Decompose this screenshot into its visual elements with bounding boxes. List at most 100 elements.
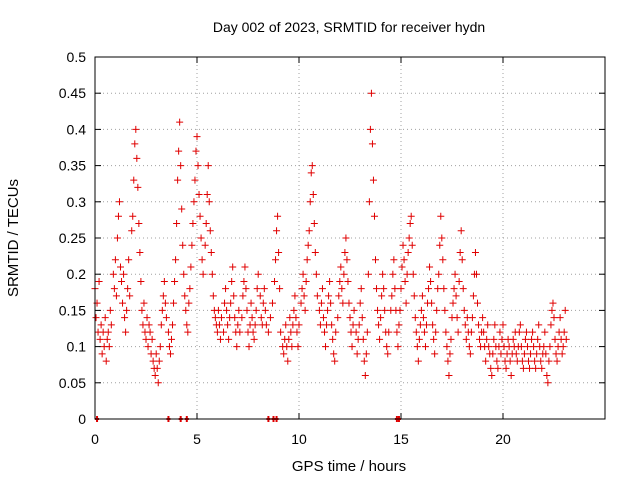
data-point xyxy=(227,299,235,307)
data-point xyxy=(138,306,146,314)
data-point xyxy=(325,292,333,300)
data-point xyxy=(104,328,112,336)
data-point xyxy=(181,292,189,300)
data-point xyxy=(527,350,535,358)
data-point xyxy=(541,328,549,336)
data-point xyxy=(101,314,109,322)
data-point xyxy=(531,357,539,365)
data-point xyxy=(242,285,250,293)
data-point xyxy=(280,350,288,358)
data-point xyxy=(117,263,124,271)
data-point xyxy=(331,357,339,365)
data-point xyxy=(125,256,133,264)
data-point xyxy=(453,314,461,322)
data-point xyxy=(398,263,406,271)
data-point xyxy=(134,183,142,191)
data-point xyxy=(317,299,325,307)
data-point xyxy=(559,343,567,351)
data-point xyxy=(330,350,338,358)
data-point xyxy=(370,212,378,220)
data-point xyxy=(411,314,419,322)
data-point xyxy=(215,321,223,329)
data-point xyxy=(256,292,264,300)
data-point xyxy=(552,350,560,358)
data-point xyxy=(277,328,285,336)
data-point xyxy=(487,364,495,372)
data-point xyxy=(418,292,426,300)
data-point xyxy=(208,270,216,278)
data-point xyxy=(427,277,435,285)
y-tick-label: 0.25 xyxy=(59,230,86,246)
data-point xyxy=(335,292,343,300)
data-point xyxy=(543,372,551,380)
data-point xyxy=(216,335,224,343)
data-point xyxy=(545,357,553,365)
data-point xyxy=(520,350,528,358)
data-point xyxy=(414,357,422,365)
data-point xyxy=(196,212,204,220)
data-point xyxy=(397,285,405,293)
data-point xyxy=(450,285,458,293)
data-point xyxy=(460,306,468,314)
data-point xyxy=(402,299,410,307)
data-point xyxy=(318,285,326,293)
data-point xyxy=(346,314,354,322)
data-point xyxy=(103,335,111,343)
data-point xyxy=(439,256,447,264)
data-point xyxy=(534,335,542,343)
data-point xyxy=(221,299,229,307)
data-point xyxy=(496,328,504,336)
data-point xyxy=(381,306,389,314)
data-point xyxy=(366,125,374,133)
data-point xyxy=(92,314,100,322)
data-point xyxy=(294,343,302,351)
data-point xyxy=(359,335,367,343)
data-point xyxy=(98,350,106,358)
data-point xyxy=(248,314,256,322)
data-point xyxy=(139,321,147,329)
data-point xyxy=(188,241,196,249)
data-point xyxy=(546,343,554,351)
data-point xyxy=(233,343,241,351)
data-point xyxy=(390,256,398,264)
data-point xyxy=(433,306,441,314)
data-point xyxy=(231,314,239,322)
data-point xyxy=(476,335,484,343)
data-point xyxy=(120,270,128,278)
data-point xyxy=(415,335,423,343)
data-point xyxy=(452,292,460,300)
data-point xyxy=(126,292,134,300)
data-point xyxy=(480,328,488,336)
data-point xyxy=(222,285,230,293)
data-point xyxy=(368,140,376,148)
data-point xyxy=(485,343,493,351)
data-point xyxy=(114,212,122,220)
data-point xyxy=(308,162,316,170)
data-point xyxy=(388,292,396,300)
data-point xyxy=(177,162,185,170)
data-point xyxy=(180,270,188,278)
data-point xyxy=(179,241,187,249)
data-point xyxy=(252,306,260,314)
data-point xyxy=(509,335,517,343)
data-point xyxy=(517,343,525,351)
data-point xyxy=(404,248,412,256)
data-point xyxy=(528,335,536,343)
data-point xyxy=(441,306,449,314)
data-point xyxy=(235,306,243,314)
data-point xyxy=(306,198,314,206)
data-point xyxy=(550,314,558,322)
data-point xyxy=(239,292,247,300)
data-point xyxy=(136,248,144,256)
data-point xyxy=(201,241,209,249)
data-point xyxy=(282,321,290,329)
data-point xyxy=(293,328,301,336)
data-point xyxy=(143,314,151,322)
data-point xyxy=(260,285,268,293)
data-point xyxy=(384,350,392,358)
data-point xyxy=(349,321,357,329)
data-point xyxy=(535,321,543,329)
data-point xyxy=(170,299,178,307)
data-point xyxy=(432,328,440,336)
